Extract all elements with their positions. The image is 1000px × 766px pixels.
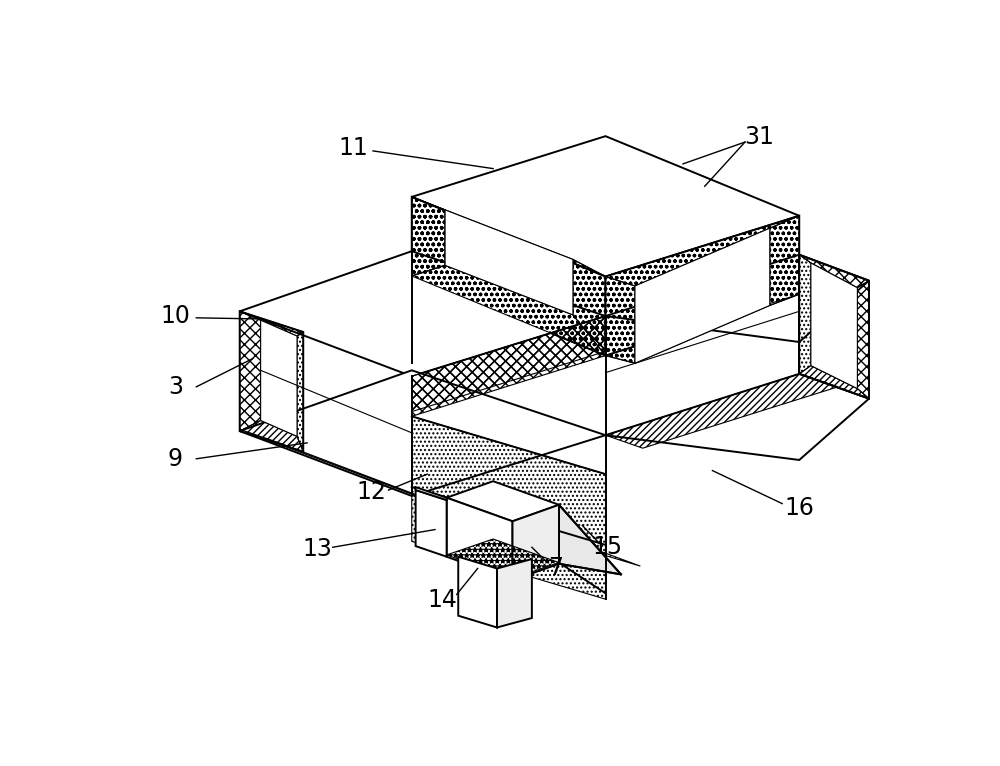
Polygon shape	[240, 370, 606, 496]
Polygon shape	[261, 320, 297, 437]
Text: 15: 15	[592, 535, 622, 559]
Polygon shape	[458, 557, 497, 627]
Polygon shape	[559, 505, 621, 574]
Polygon shape	[497, 559, 532, 627]
Polygon shape	[447, 498, 512, 581]
Polygon shape	[445, 210, 573, 315]
Text: 7: 7	[548, 556, 563, 581]
Text: 11: 11	[339, 136, 368, 160]
Polygon shape	[416, 487, 447, 500]
Text: 14: 14	[428, 588, 458, 612]
Polygon shape	[240, 251, 606, 376]
Polygon shape	[447, 481, 559, 522]
Polygon shape	[416, 490, 447, 557]
Text: 13: 13	[302, 537, 332, 561]
Text: 10: 10	[160, 304, 190, 328]
Text: 9: 9	[168, 447, 183, 471]
Text: 31: 31	[744, 125, 774, 149]
Polygon shape	[606, 374, 869, 460]
Polygon shape	[412, 197, 606, 355]
Polygon shape	[811, 263, 857, 388]
Polygon shape	[412, 136, 799, 277]
Text: 12: 12	[357, 480, 386, 504]
Polygon shape	[606, 255, 869, 342]
Polygon shape	[512, 505, 559, 581]
Polygon shape	[606, 216, 799, 355]
Polygon shape	[635, 228, 770, 363]
Text: 16: 16	[784, 496, 814, 520]
Text: 3: 3	[168, 375, 183, 399]
